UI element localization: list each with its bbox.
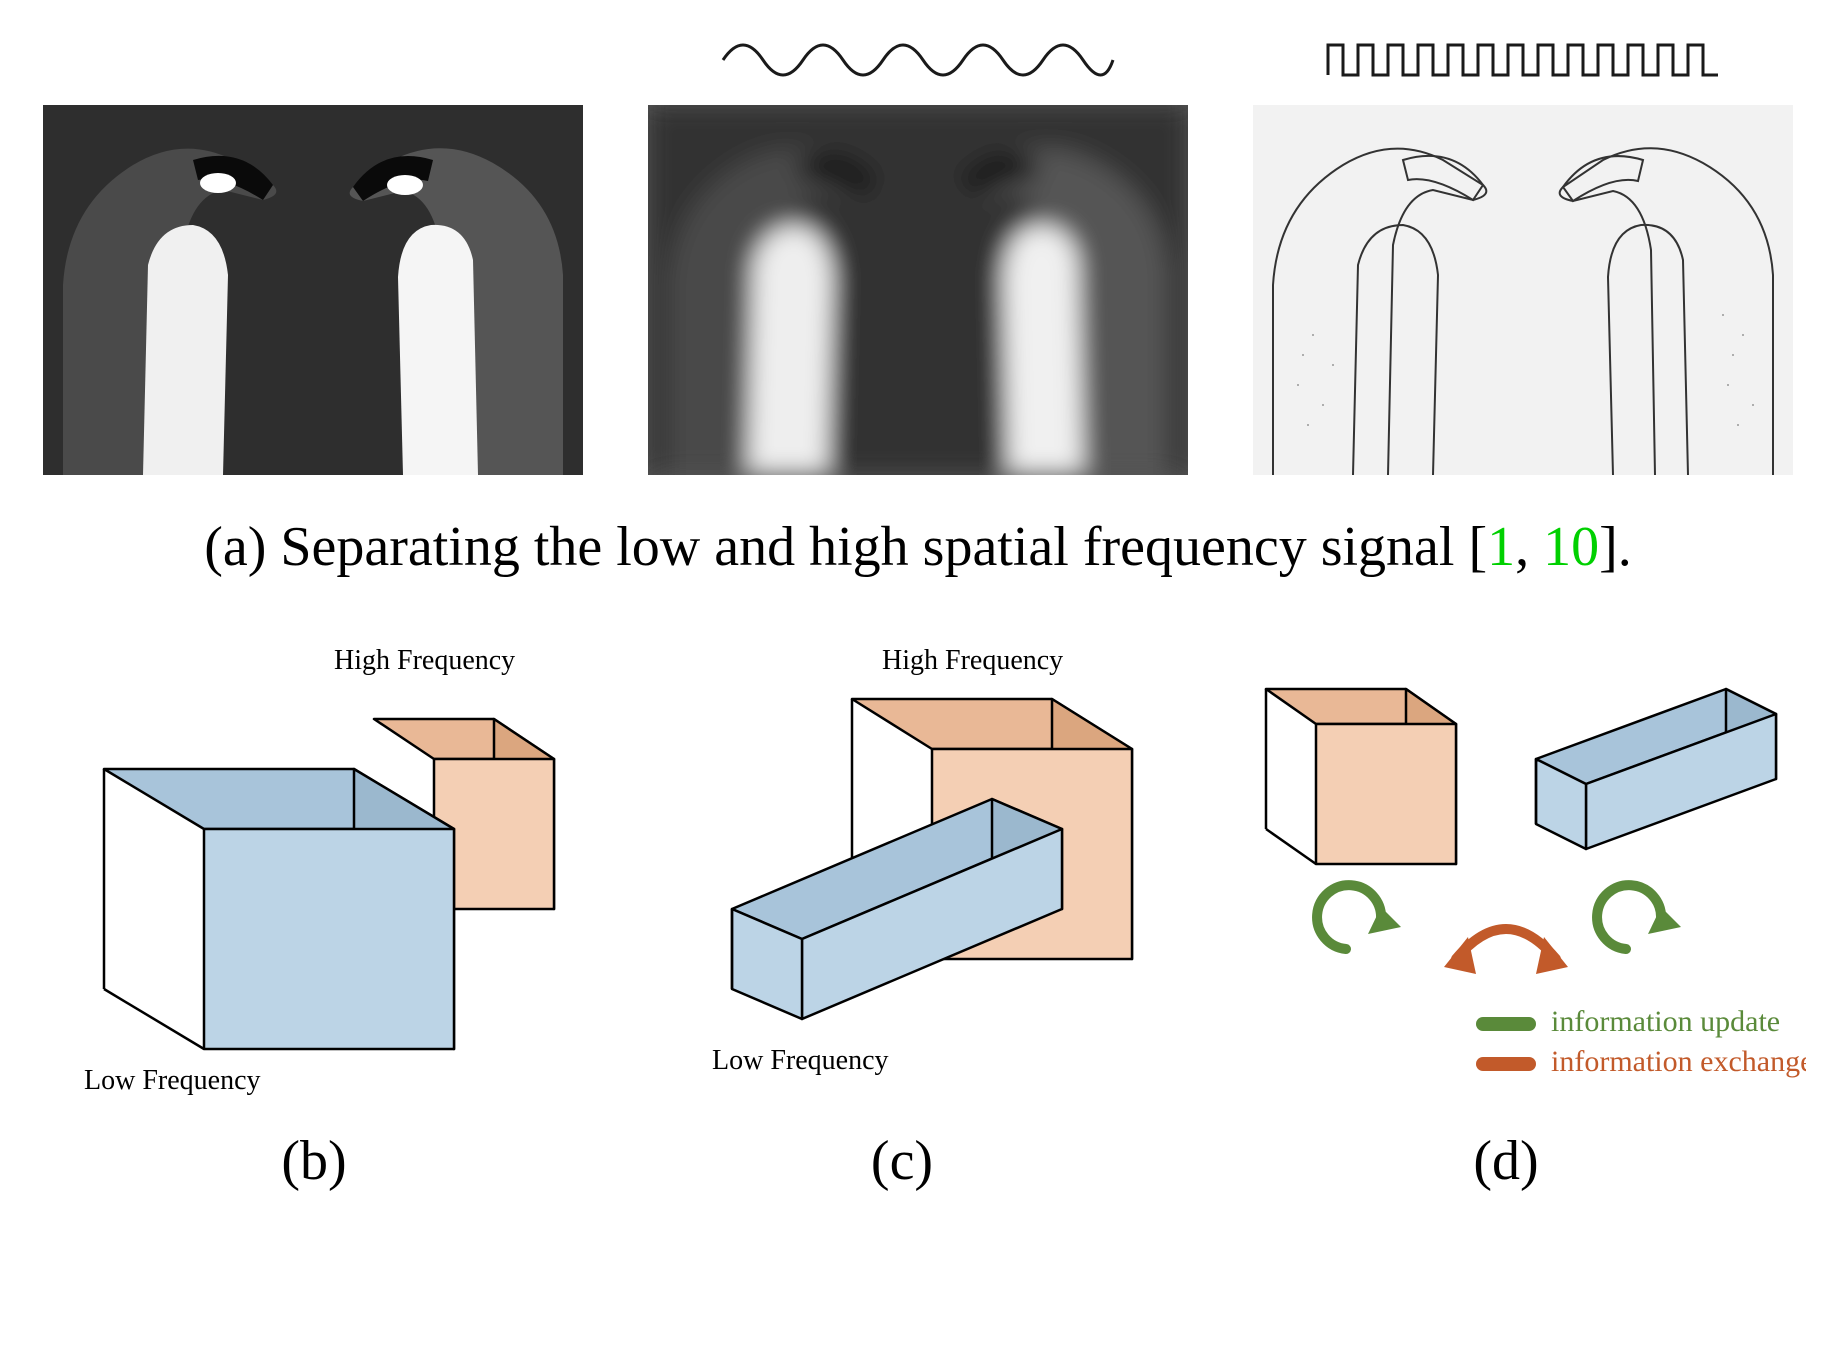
diagram-b: High Frequency Lo — [30, 629, 598, 1193]
panel-high-freq — [1241, 30, 1806, 475]
caption-a: (a) Separating the low and high spatial … — [30, 515, 1806, 579]
legend-update-text: information update — [1551, 1005, 1780, 1038]
top-image-row — [30, 30, 1806, 475]
sublabel-b: (b) — [281, 1129, 346, 1193]
label-hf-b: High Frequency — [334, 645, 515, 676]
panel-low-freq — [635, 30, 1200, 475]
diagram-d: information update information exchange … — [1206, 629, 1806, 1193]
sublabel-d: (d) — [1473, 1129, 1538, 1193]
image-original — [43, 105, 583, 475]
citation-2: 10 — [1543, 516, 1599, 578]
label-lf-c: Low Frequency — [712, 1045, 889, 1076]
image-blurred — [648, 105, 1188, 475]
sine-wave-icon — [718, 30, 1118, 90]
cubes-b: High Frequency Lo — [34, 629, 594, 1099]
caption-a-suffix: ]. — [1599, 516, 1632, 578]
wave-placeholder — [113, 30, 513, 105]
label-hf-c: High Frequency — [882, 645, 1063, 676]
panel-original — [30, 30, 595, 475]
label-lf-b: Low Frequency — [84, 1065, 261, 1096]
legend-exchange-text: information exchange — [1551, 1045, 1806, 1078]
caption-a-prefix: (a) Separating the low and high spatial … — [204, 516, 1487, 578]
square-wave-icon — [1323, 30, 1723, 90]
caption-a-sep: , — [1515, 516, 1543, 578]
diagram-c: High Frequency Low Frequency — [618, 629, 1186, 1193]
figure-container: (a) Separating the low and high spatial … — [30, 30, 1806, 1193]
cubes-c: High Frequency Low Frequency — [622, 629, 1182, 1099]
sublabel-c: (c) — [871, 1129, 933, 1193]
citation-1: 1 — [1487, 516, 1515, 578]
bottom-diagram-row: High Frequency Lo — [30, 629, 1806, 1193]
image-sketch — [1253, 105, 1793, 475]
cubes-d: information update information exchange — [1206, 629, 1806, 1099]
